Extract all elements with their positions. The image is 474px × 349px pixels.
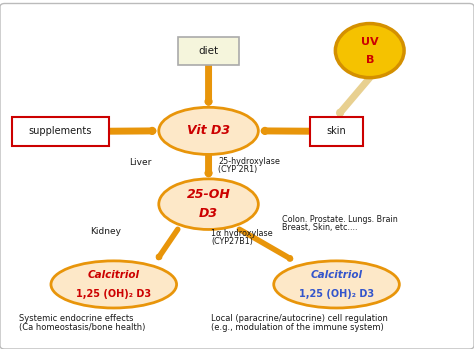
Ellipse shape	[273, 261, 399, 308]
Text: (Ca homeostasis/bone health): (Ca homeostasis/bone health)	[19, 323, 146, 332]
Text: supplements: supplements	[29, 126, 92, 136]
Text: 1,25 (OH)₂ D3: 1,25 (OH)₂ D3	[76, 289, 151, 299]
Text: Calcitriol: Calcitriol	[310, 270, 363, 280]
Ellipse shape	[159, 179, 258, 230]
Text: (CYP27B1): (CYP27B1)	[211, 237, 253, 246]
Text: Vit D3: Vit D3	[187, 124, 230, 138]
Text: Breast, Skin, etc....: Breast, Skin, etc....	[282, 223, 357, 232]
Text: diet: diet	[199, 46, 219, 55]
Text: Systemic endocrine effects: Systemic endocrine effects	[19, 314, 134, 323]
FancyBboxPatch shape	[178, 37, 239, 65]
Text: D3: D3	[199, 207, 218, 221]
Text: Colon. Prostate. Lungs. Brain: Colon. Prostate. Lungs. Brain	[282, 215, 398, 224]
FancyBboxPatch shape	[0, 3, 474, 349]
Ellipse shape	[336, 24, 404, 78]
Text: Calcitriol: Calcitriol	[88, 270, 140, 280]
Text: (CYP 2R1): (CYP 2R1)	[218, 165, 257, 174]
Text: B: B	[365, 55, 374, 65]
Text: 25-hydroxylase: 25-hydroxylase	[218, 157, 280, 166]
FancyBboxPatch shape	[310, 117, 363, 146]
Text: 1α hydroxylase: 1α hydroxylase	[211, 229, 273, 238]
Text: Liver: Liver	[129, 158, 152, 168]
Text: Local (paracrine/autocrine) cell regulation: Local (paracrine/autocrine) cell regulat…	[211, 314, 388, 323]
Text: UV: UV	[361, 37, 379, 47]
Ellipse shape	[51, 261, 176, 308]
Text: (e.g., modulation of the immune system): (e.g., modulation of the immune system)	[211, 323, 383, 332]
Ellipse shape	[159, 107, 258, 154]
Text: 1,25 (OH)₂ D3: 1,25 (OH)₂ D3	[299, 289, 374, 299]
Text: skin: skin	[327, 126, 346, 136]
FancyBboxPatch shape	[12, 117, 109, 146]
Text: Kidney: Kidney	[90, 227, 121, 236]
Text: 25-OH: 25-OH	[187, 188, 230, 201]
